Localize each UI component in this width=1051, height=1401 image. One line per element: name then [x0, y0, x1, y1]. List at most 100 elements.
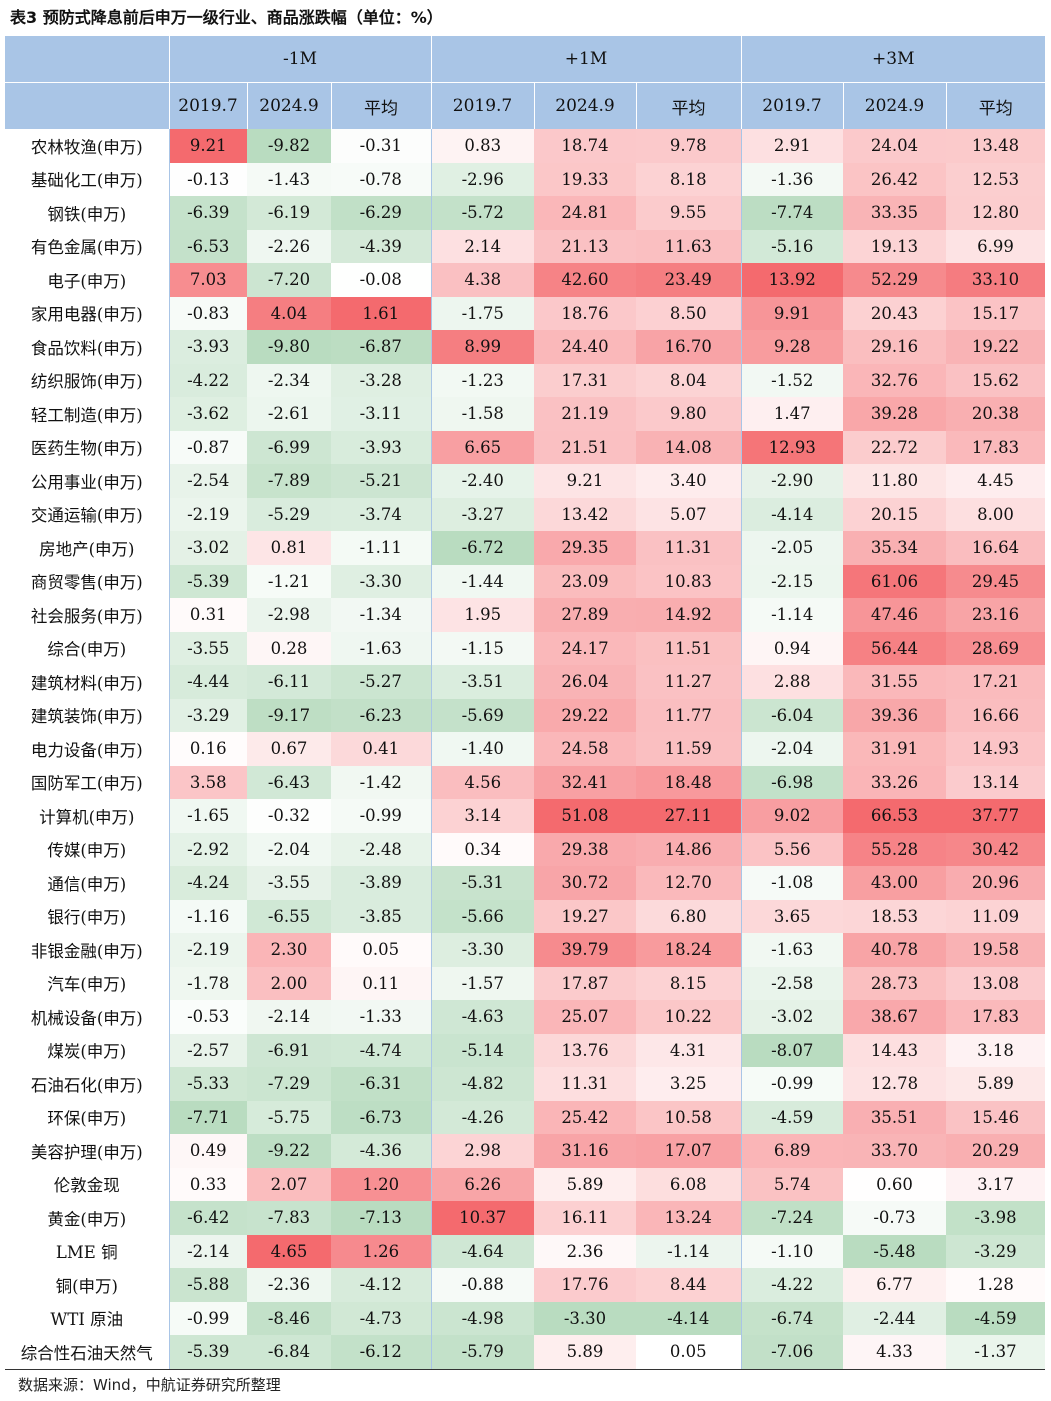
- value-cell: -2.44: [843, 1301, 947, 1335]
- value-cell: -2.34: [247, 363, 331, 397]
- value-cell: 15.62: [946, 363, 1046, 397]
- value-cell: -0.87: [169, 430, 247, 464]
- value-cell: -2.92: [169, 832, 247, 866]
- table-row: 煤炭(申万) -2.57 -6.91 -4.74 -5.14 13.76 4.31 -8.07…: [5, 1033, 1046, 1067]
- value-cell: -3.30: [331, 564, 432, 598]
- value-cell: -6.99: [247, 430, 331, 464]
- value-cell: 17.87: [534, 966, 636, 1000]
- value-cell: -7.71: [169, 1100, 247, 1134]
- value-cell: 21.13: [534, 229, 636, 263]
- value-cell: -3.02: [741, 1000, 844, 1034]
- value-cell: 1.20: [331, 1167, 432, 1201]
- value-cell: 6.08: [636, 1167, 742, 1201]
- value-cell: -2.54: [169, 464, 247, 498]
- value-cell: 55.28: [843, 832, 947, 866]
- value-cell: -4.98: [431, 1301, 534, 1335]
- row-label: 计算机(申万): [5, 799, 170, 833]
- value-cell: -5.31: [431, 866, 534, 900]
- table-body: 农林牧渔(申万) 9.21 -9.82 -0.31 0.83 18.74 9.78 2.91 2…: [5, 129, 1046, 1370]
- value-cell: -2.57: [169, 1033, 247, 1067]
- value-cell: 0.28: [247, 631, 331, 665]
- value-cell: 47.46: [843, 598, 947, 632]
- value-cell: -3.93: [169, 330, 247, 364]
- table-row: 铜(申万) -5.88 -2.36 -4.12 -0.88 17.76 8.44 -4.22 6…: [5, 1268, 1046, 1302]
- value-cell: 8.00: [946, 497, 1046, 531]
- value-cell: -1.44: [431, 564, 534, 598]
- value-cell: -3.93: [331, 430, 432, 464]
- value-cell: 33.26: [843, 765, 947, 799]
- table-row: 汽车(申万) -1.78 2.00 0.11 -1.57 17.87 8.15 -2.58 28…: [5, 966, 1046, 1000]
- value-cell: -1.43: [247, 162, 331, 196]
- value-cell: 18.74: [534, 129, 636, 163]
- row-label: 医药生物(申万): [5, 430, 170, 464]
- value-cell: 5.07: [636, 497, 742, 531]
- row-label: 建筑材料(申万): [5, 665, 170, 699]
- row-label: 房地产(申万): [5, 531, 170, 565]
- row-label: 公用事业(申万): [5, 464, 170, 498]
- value-cell: -9.17: [247, 698, 331, 732]
- value-cell: -1.23: [431, 363, 534, 397]
- value-cell: 9.80: [636, 397, 742, 431]
- value-cell: -6.72: [431, 531, 534, 565]
- value-cell: -5.33: [169, 1067, 247, 1101]
- value-cell: -0.88: [431, 1268, 534, 1302]
- value-cell: 3.58: [169, 765, 247, 799]
- row-label: 环保(申万): [5, 1100, 170, 1134]
- value-cell: -3.28: [331, 363, 432, 397]
- value-cell: -1.11: [331, 531, 432, 565]
- value-cell: 30.72: [534, 866, 636, 900]
- table-row: 社会服务(申万) 0.31 -2.98 -1.34 1.95 27.89 14.92 -1.1…: [5, 598, 1046, 632]
- value-cell: 4.38: [431, 263, 534, 297]
- value-cell: -2.26: [247, 229, 331, 263]
- value-cell: -4.12: [331, 1268, 432, 1302]
- value-cell: -6.87: [331, 330, 432, 364]
- value-cell: -0.78: [331, 162, 432, 196]
- value-cell: 12.53: [946, 162, 1046, 196]
- value-cell: 20.29: [946, 1134, 1046, 1168]
- value-cell: 16.11: [534, 1201, 636, 1235]
- value-cell: -3.55: [247, 866, 331, 900]
- row-label: 煤炭(申万): [5, 1033, 170, 1067]
- row-label: 伦敦金现: [5, 1167, 170, 1201]
- value-cell: -5.27: [331, 665, 432, 699]
- value-cell: 0.33: [169, 1167, 247, 1201]
- value-cell: -0.08: [331, 263, 432, 297]
- value-cell: 6.77: [843, 1268, 947, 1302]
- value-cell: 26.04: [534, 665, 636, 699]
- table-row: 电力设备(申万) 0.16 0.67 0.41 -1.40 24.58 11.59 -2.04…: [5, 732, 1046, 766]
- value-cell: 17.31: [534, 363, 636, 397]
- table-row: 黄金(申万) -6.42 -7.83 -7.13 10.37 16.11 13.24 -7.2…: [5, 1201, 1046, 1235]
- value-cell: 61.06: [843, 564, 947, 598]
- value-cell: -5.39: [169, 564, 247, 598]
- value-cell: 1.28: [946, 1268, 1046, 1302]
- table-row: 钢铁(申万) -6.39 -6.19 -6.29 -5.72 24.81 9.55 -7.74…: [5, 196, 1046, 230]
- value-cell: 0.16: [169, 732, 247, 766]
- value-cell: 9.21: [534, 464, 636, 498]
- value-cell: 3.17: [946, 1167, 1046, 1201]
- table-row: 美容护理(申万) 0.49 -9.22 -4.36 2.98 31.16 17.07 6.89…: [5, 1134, 1046, 1168]
- value-cell: -6.23: [331, 698, 432, 732]
- value-cell: 0.41: [331, 732, 432, 766]
- value-cell: -3.29: [169, 698, 247, 732]
- value-cell: 4.33: [843, 1335, 947, 1370]
- value-cell: -6.55: [247, 899, 331, 933]
- value-cell: 33.35: [843, 196, 947, 230]
- value-cell: -7.20: [247, 263, 331, 297]
- value-cell: -9.80: [247, 330, 331, 364]
- value-cell: 8.99: [431, 330, 534, 364]
- value-cell: -6.98: [741, 765, 844, 799]
- value-cell: 52.29: [843, 263, 947, 297]
- row-label: 有色金属(申万): [5, 229, 170, 263]
- value-cell: 1.47: [741, 397, 844, 431]
- value-cell: 16.70: [636, 330, 742, 364]
- row-label: 黄金(申万): [5, 1201, 170, 1235]
- value-cell: -5.48: [843, 1234, 947, 1268]
- table-row: 环保(申万) -7.71 -5.75 -6.73 -4.26 25.42 10.58 -4.5…: [5, 1100, 1046, 1134]
- value-cell: 6.65: [431, 430, 534, 464]
- value-cell: 12.80: [946, 196, 1046, 230]
- value-cell: 22.72: [843, 430, 947, 464]
- row-label: 综合(申万): [5, 631, 170, 665]
- value-cell: 3.40: [636, 464, 742, 498]
- header-col-2019: 2019.7: [169, 82, 248, 129]
- table-row: 伦敦金现 0.33 2.07 1.20 6.26 5.89 6.08 5.74 0.60 3.17: [5, 1167, 1046, 1201]
